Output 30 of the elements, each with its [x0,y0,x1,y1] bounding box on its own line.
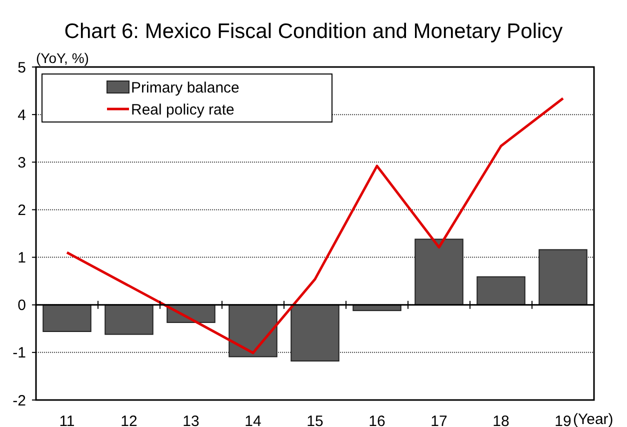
bar [414,238,464,306]
x-tick-label: 12 [120,413,138,427]
x-tick-label: 19 [554,413,572,427]
y-tick-label: 0 [18,297,26,314]
x-axis-title: (Year) [573,411,614,427]
legend-label: Real policy rate [131,101,234,118]
y-tick-label: 5 [18,59,26,76]
y-tick-label: 2 [18,202,26,219]
y-tick-label: 1 [18,250,26,267]
bar [476,276,526,306]
x-tick-label: 14 [244,413,262,427]
legend-label: Primary balance [131,79,240,96]
y-tick-label: -2 [12,392,26,410]
y-tick-label: -1 [12,344,26,362]
y-axis-title: (YoY, %) [36,50,89,66]
x-tick-label: 18 [492,413,510,427]
x-tick-label: 15 [306,413,324,427]
y-tick-label: 4 [18,106,26,124]
x-tick-label: 17 [430,413,448,427]
bar [290,304,340,362]
chart-title: Chart 6: Mexico Fiscal Condition and Monetary Policy [64,20,564,43]
line-series [66,97,564,354]
bar [228,304,278,358]
bar [104,304,154,335]
x-tick-label: 11 [59,413,75,427]
y-tick-label: 3 [18,154,26,172]
bar [42,304,92,332]
x-tick-label: 13 [182,413,200,427]
bar [538,249,588,306]
x-tick-label: 16 [368,413,386,427]
